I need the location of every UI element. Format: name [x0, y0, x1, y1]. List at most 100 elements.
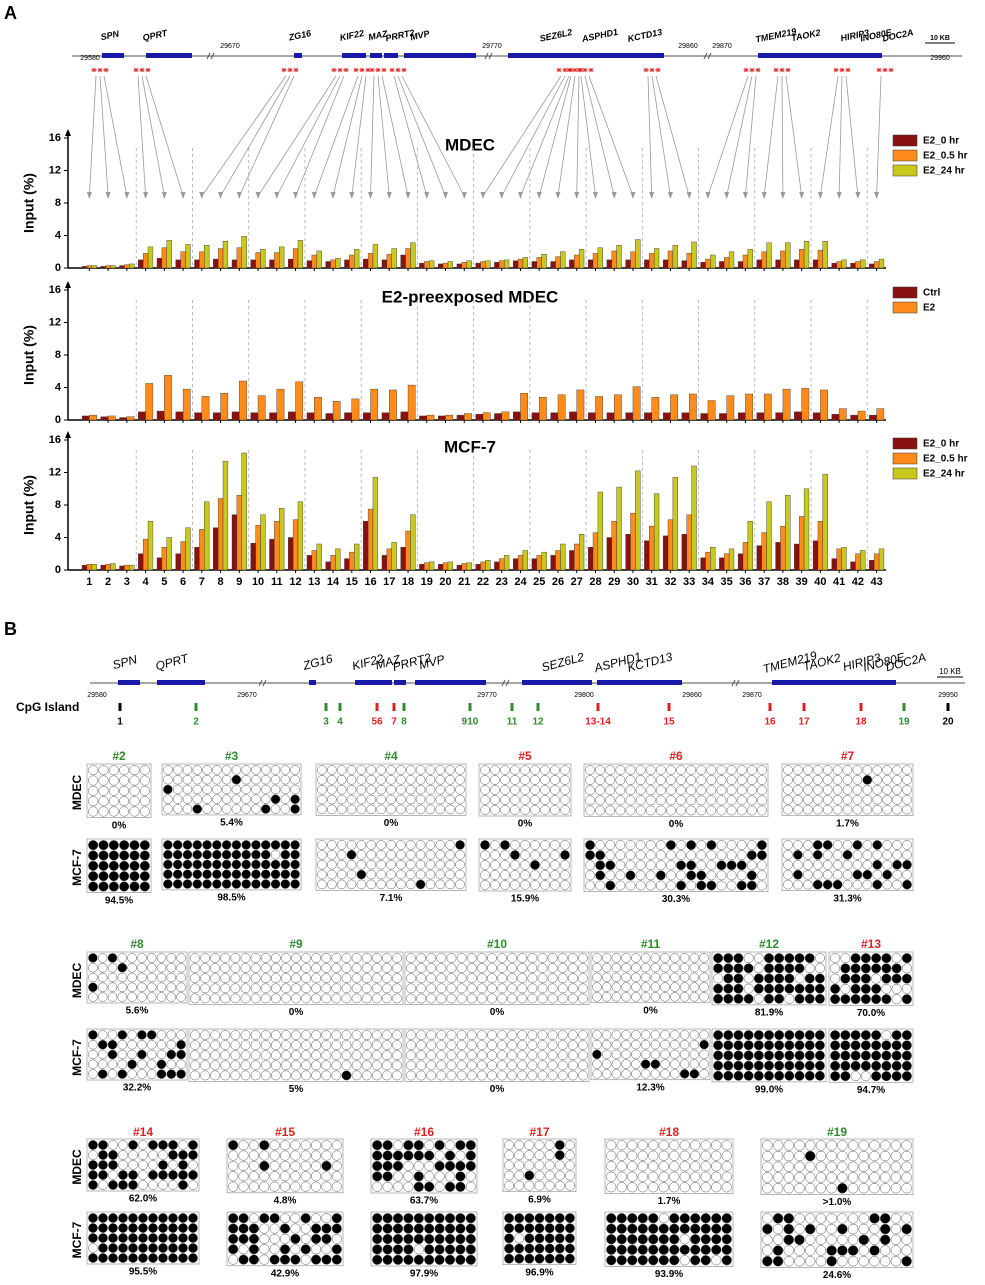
cpg-site [783, 775, 793, 785]
arrow-head [293, 192, 299, 199]
cpg-site [746, 880, 757, 891]
cpg-site [645, 880, 656, 891]
bar [653, 493, 660, 571]
cpg-site [762, 1140, 773, 1151]
cpg-site [341, 1070, 352, 1081]
cpg-site [259, 1160, 270, 1171]
cpg-site [783, 859, 793, 870]
cpg-site [689, 962, 700, 973]
cpg-site [504, 1253, 514, 1264]
cpg-site [510, 860, 520, 870]
cpg-site [331, 1233, 342, 1244]
x-tick-label: 39 [796, 576, 808, 588]
cpg-site [842, 869, 853, 880]
cpg-site [108, 1213, 118, 1223]
cpg-site [241, 859, 251, 870]
cpg-site [850, 973, 861, 984]
cpg-site [670, 982, 680, 992]
cpg-site [129, 840, 140, 851]
arrow [103, 75, 128, 197]
cpg-site [837, 1172, 848, 1183]
cpg-site [386, 879, 396, 890]
bar [325, 561, 331, 571]
cpg-site [396, 794, 406, 805]
cpg-site [386, 784, 396, 795]
cpg-site [625, 785, 636, 796]
cpg-site [686, 880, 697, 891]
bar [466, 260, 472, 269]
cpg-site [880, 1223, 891, 1235]
cpg-site [148, 1140, 158, 1150]
cpg-site [592, 972, 602, 983]
x-tick-label: 11 [271, 576, 283, 588]
methylation-grid [583, 763, 769, 817]
bar [503, 555, 510, 571]
methylation-percent: 94.5% [105, 895, 133, 906]
cpg-site [487, 953, 497, 963]
bar [91, 265, 97, 269]
arrow-head [874, 192, 880, 199]
cpg-site [238, 1171, 249, 1182]
cpg-site [881, 953, 892, 964]
cpg-site [645, 795, 656, 806]
cpg-site [386, 840, 396, 850]
cpg-site [510, 850, 520, 860]
cpg-site [658, 1140, 669, 1151]
cpg-site [696, 805, 707, 816]
bar [635, 470, 641, 571]
cpg-site [88, 1059, 98, 1070]
cpg-site [804, 973, 815, 984]
cpg-site [822, 784, 833, 795]
bar [499, 558, 505, 571]
bar [424, 562, 430, 571]
cpg-site [746, 765, 757, 775]
cpg-site [166, 962, 177, 973]
cpg-site [212, 849, 222, 860]
cpg-site [138, 1150, 148, 1160]
cpg-site [455, 1171, 466, 1182]
cpg-site [97, 1069, 108, 1079]
cpg-site [592, 992, 602, 1002]
cpg-site [871, 953, 882, 964]
cpg-site [706, 765, 717, 775]
cpg-site [356, 859, 367, 870]
bar [119, 565, 125, 571]
arrow [351, 75, 367, 197]
cpg-site [822, 765, 833, 775]
bar [878, 548, 885, 571]
cpg-site [544, 1140, 555, 1150]
cpg-site [862, 794, 873, 805]
cpg-site [640, 962, 651, 973]
cpg-site [317, 775, 327, 785]
cpg-site [892, 850, 902, 860]
cpg-site [221, 774, 232, 785]
cpg-site [361, 1060, 372, 1071]
bar [775, 259, 781, 269]
bar [857, 410, 866, 421]
cpg-site [405, 879, 416, 890]
cpg-site [554, 1243, 565, 1254]
cpg-site [176, 972, 186, 983]
cpg-site [784, 973, 795, 984]
cpg-site [676, 765, 686, 775]
cpg-site [127, 1069, 137, 1079]
arrow-head [161, 192, 167, 199]
cpg-site [822, 804, 833, 815]
cpg-site [280, 765, 291, 775]
bar [91, 564, 97, 571]
cpg-site [200, 1070, 211, 1081]
cpg-site [690, 1244, 701, 1255]
cpg-site [631, 972, 641, 983]
cpg-site [802, 804, 813, 815]
coordinate-label: 29770 [477, 692, 497, 699]
methylation-percent: 42.9% [271, 1268, 299, 1279]
bar [860, 550, 866, 571]
cpg-site [260, 953, 271, 963]
cpg-site [129, 806, 140, 817]
cpg-site [176, 953, 186, 963]
cpg-site [822, 879, 833, 890]
cpg-site [615, 765, 626, 775]
asterisk [876, 67, 882, 73]
cpg-site [446, 1040, 457, 1051]
cpg-site [220, 1060, 231, 1071]
